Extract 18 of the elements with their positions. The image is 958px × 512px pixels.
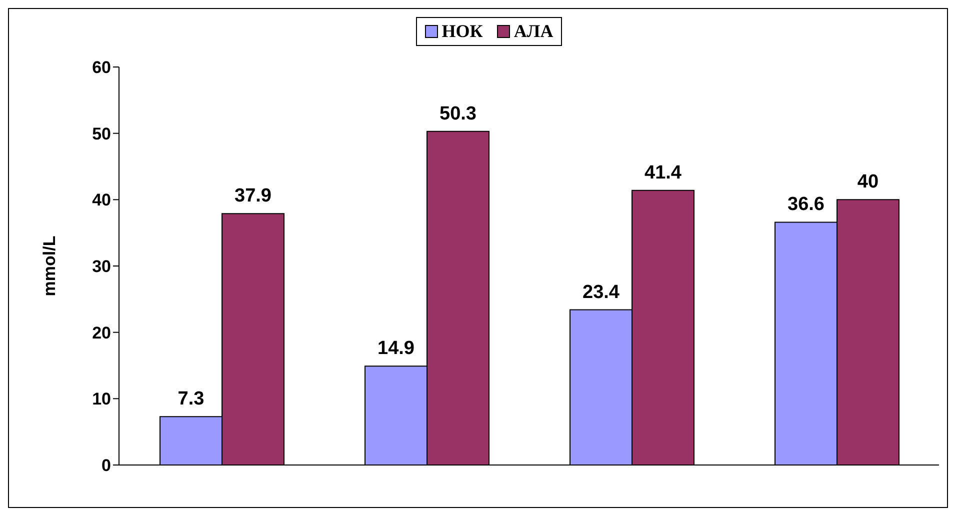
data-label: 7.3 <box>178 388 204 410</box>
data-label: 40 <box>857 172 879 193</box>
y-tick-label: 50 <box>92 124 111 144</box>
data-label: 50.3 <box>440 103 476 124</box>
y-axis-title: mmol/L <box>40 236 60 296</box>
y-tick-label: 0 <box>102 456 111 476</box>
y-tick-label: 20 <box>92 323 111 342</box>
data-label: 36.6 <box>788 194 824 216</box>
y-tick-label: 30 <box>92 257 111 276</box>
legend-label: АЛА <box>512 21 554 42</box>
data-label: 41.4 <box>644 162 682 184</box>
y-tick-label: 40 <box>92 190 111 210</box>
legend-label: НОК <box>440 21 483 42</box>
data-label: 14.9 <box>378 338 414 360</box>
y-tick-label: 10 <box>92 390 111 409</box>
data-label: 23.4 <box>582 282 620 303</box>
data-label: 37.9 <box>234 186 272 207</box>
y-tick-label: 60 <box>92 58 111 78</box>
